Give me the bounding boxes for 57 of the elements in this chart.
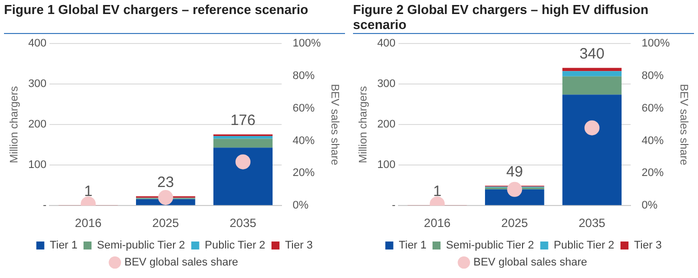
total-label: 49: [506, 163, 523, 180]
x-tick-label: 2016: [74, 216, 102, 230]
legend-label: Semi-public Tier 2: [446, 240, 534, 252]
y-tick-label: 300: [28, 78, 47, 90]
legend-label: Tier 1: [398, 240, 427, 252]
legend-label: Tier 3: [634, 240, 662, 252]
y2-tick-label: 40%: [642, 134, 664, 147]
total-label: 340: [579, 46, 604, 63]
y-axis-title: Million chargers: [358, 86, 370, 164]
y2-tick-label: 20%: [292, 167, 315, 180]
total-label: 23: [157, 174, 174, 191]
y-tick-label: 400: [28, 38, 47, 50]
y-tick-label: 100: [377, 159, 396, 172]
bar: [562, 94, 622, 206]
y2-tick-label: 0%: [292, 200, 309, 212]
legend-label: Tier 3: [284, 240, 313, 252]
y-axis-title: Million chargers: [8, 86, 21, 164]
y-tick-label: 400: [377, 38, 396, 50]
y2-tick-label: 100%: [642, 38, 670, 50]
y-tick-label: -: [42, 200, 47, 212]
y-tick-label: 200: [377, 118, 396, 131]
x-tick-label: 2016: [424, 216, 451, 230]
bar: [213, 138, 273, 148]
legend-label: Public Tier 2: [554, 240, 614, 252]
y-tick-label: 300: [377, 78, 396, 90]
bar: [213, 136, 273, 139]
chart-title: Figure 2 Global EV chargers – high EV diffusion scenario: [353, 0, 694, 34]
y2-tick-label: 80%: [292, 70, 315, 82]
bar: [562, 76, 622, 95]
legend-label: Tier 1: [50, 240, 78, 252]
bar: [562, 71, 622, 76]
total-label: 1: [84, 182, 92, 200]
y2-tick-label: 60%: [292, 102, 315, 114]
x-tick-label: 2035: [230, 216, 257, 230]
y-tick-label: 100: [28, 159, 47, 172]
y2-tick-label: 20%: [642, 167, 664, 180]
y2-axis-title: BEV sales share: [677, 84, 690, 166]
bar: [213, 148, 273, 206]
total-label: 1: [433, 182, 442, 200]
legend-label: Public Tier 2: [204, 240, 266, 252]
y-tick-label: -: [392, 200, 396, 212]
y2-axis-title: BEV sales share: [328, 84, 340, 166]
y2-tick-label: 80%: [642, 70, 664, 82]
legend-label: Semi-public Tier 2: [97, 240, 186, 252]
x-tick-label: 2025: [501, 216, 528, 230]
y2-tick-label: 0%: [642, 200, 658, 212]
legend-label: BEV global sales share: [473, 256, 588, 269]
x-tick-label: 2035: [578, 216, 606, 230]
y2-tick-label: 100%: [292, 38, 322, 50]
y2-tick-label: 40%: [292, 134, 315, 147]
bar: [562, 68, 622, 72]
chart-title: Figure 1 Global EV chargers – reference scenario: [4, 0, 345, 34]
y-tick-label: 200: [28, 118, 47, 131]
legend-label: BEV global sales share: [124, 256, 238, 269]
x-tick-label: 2025: [152, 216, 180, 230]
y2-tick-label: 60%: [642, 102, 664, 114]
total-label: 176: [230, 112, 256, 129]
